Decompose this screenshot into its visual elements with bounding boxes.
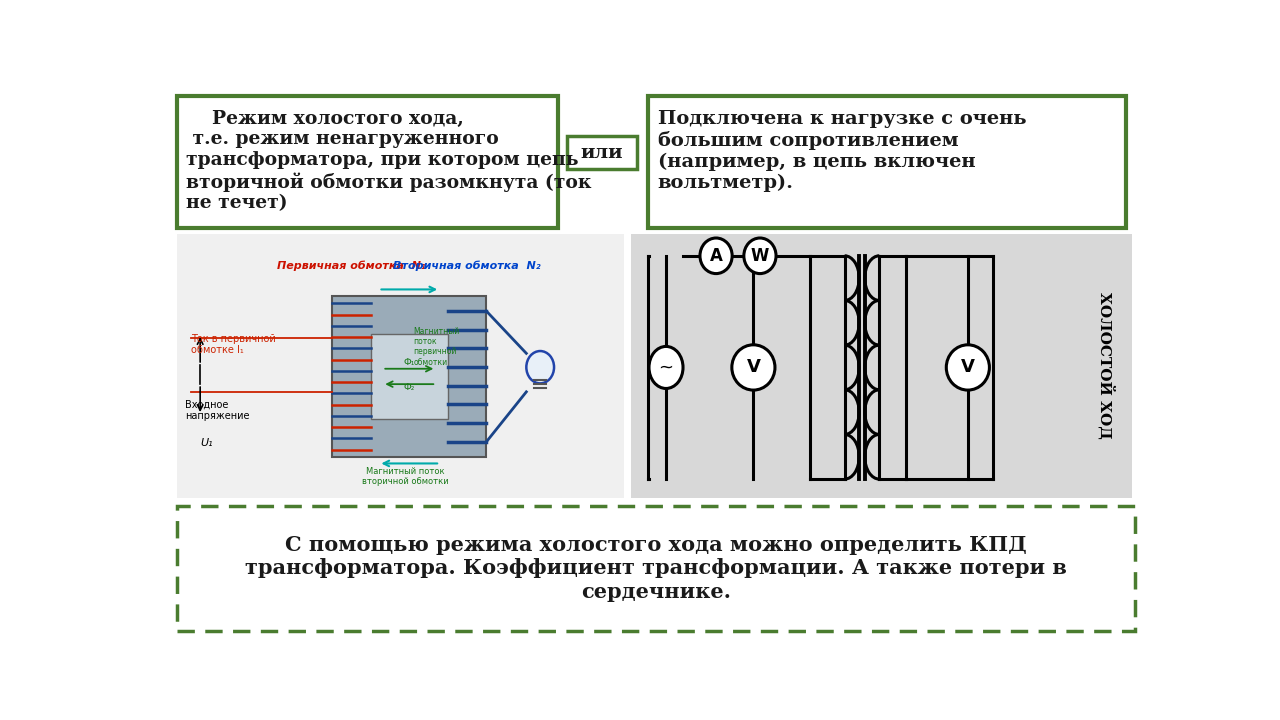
- Text: Ток в первичной
обмотке I₁: Ток в первичной обмотке I₁: [191, 334, 275, 356]
- Bar: [177, 96, 558, 228]
- Text: Ф₁: Ф₁: [403, 358, 415, 367]
- Text: Магнитный
поток
первичной
обмотки: Магнитный поток первичной обмотки: [413, 327, 460, 367]
- Ellipse shape: [700, 238, 732, 274]
- Bar: [177, 234, 623, 498]
- Bar: [631, 234, 1132, 498]
- Bar: [567, 137, 636, 168]
- Text: Первичная обмотка  N₁: Первичная обмотка N₁: [278, 260, 426, 271]
- Text: ~: ~: [658, 359, 673, 377]
- Text: Подключена к нагрузке с очень
большим сопротивлением
(например, в цепь включен
в: Подключена к нагрузке с очень большим со…: [658, 109, 1027, 192]
- Text: V: V: [746, 359, 760, 377]
- Text: или: или: [581, 143, 623, 161]
- Text: Вторичная обмотка  N₂: Вторичная обмотка N₂: [393, 260, 541, 271]
- Text: Ф₂: Ф₂: [403, 383, 415, 392]
- Bar: [177, 506, 1135, 631]
- Text: Входное
напряжение: Входное напряжение: [184, 399, 250, 420]
- Bar: [333, 296, 486, 457]
- Text: V: V: [961, 359, 975, 377]
- Text: W: W: [751, 247, 769, 265]
- Text: Магнитный поток
вторичной обмотки: Магнитный поток вторичной обмотки: [362, 467, 449, 486]
- Ellipse shape: [526, 351, 554, 383]
- Text: ХОЛОСТОЙ ХОД: ХОЛОСТОЙ ХОД: [1098, 292, 1115, 439]
- Text: U₁: U₁: [200, 438, 212, 448]
- Text: Режим холостого хода,
 т.е. режим ненагруженного
трансформатора, при котором цеп: Режим холостого хода, т.е. режим ненагру…: [187, 109, 591, 212]
- Bar: [648, 96, 1125, 228]
- Bar: [371, 334, 448, 419]
- Ellipse shape: [649, 346, 684, 389]
- Ellipse shape: [946, 345, 989, 390]
- Ellipse shape: [744, 238, 776, 274]
- Text: A: A: [709, 247, 722, 265]
- Ellipse shape: [732, 345, 774, 390]
- Text: С помощью режима холостого хода можно определить КПД
трансформатора. Коэффициент: С помощью режима холостого хода можно оп…: [244, 535, 1068, 602]
